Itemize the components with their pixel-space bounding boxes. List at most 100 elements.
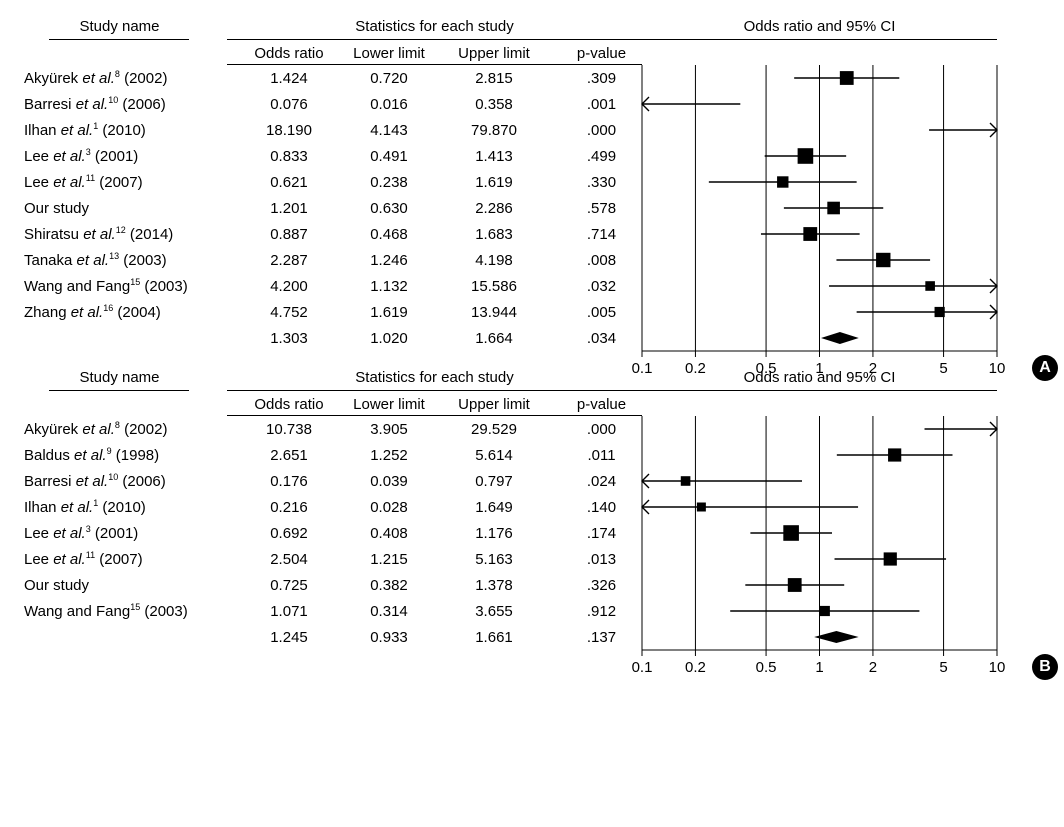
study-name: Barresi et al.10 (2006) xyxy=(12,95,239,113)
stat-cell: 0.382 xyxy=(339,577,439,594)
forest-panel: Study nameStatistics for each studyOdds … xyxy=(12,369,1052,650)
study-name: Akyürek et al.8 (2002) xyxy=(12,420,239,438)
stat-cell: 0.468 xyxy=(339,226,439,243)
stat-cell: .309 xyxy=(549,70,654,87)
stat-cell: .001 xyxy=(549,96,654,113)
svg-text:10: 10 xyxy=(989,659,1006,676)
col-header: Odds ratio xyxy=(239,396,339,415)
study-name: Lee et al.3 (2001) xyxy=(12,524,239,542)
col-header: Lower limit xyxy=(339,45,439,64)
stat-cell: .330 xyxy=(549,174,654,191)
subheader-row: Odds ratioLower limitUpper limitp-value xyxy=(12,391,1052,415)
study-name: Tanaka et al.13 (2003) xyxy=(12,251,239,269)
header-plot: Odds ratio and 95% CI xyxy=(642,18,997,39)
stat-cell: 5.163 xyxy=(439,551,549,568)
stat-cell: 0.621 xyxy=(239,174,339,191)
stat-cell: 0.216 xyxy=(239,499,339,516)
stat-cell: 1.201 xyxy=(239,200,339,217)
stat-cell: 0.887 xyxy=(239,226,339,243)
stat-cell: .000 xyxy=(549,122,654,139)
stat-cell: 0.314 xyxy=(339,603,439,620)
stat-cell: 2.286 xyxy=(439,200,549,217)
stat-cell: 1.303 xyxy=(239,330,339,347)
stat-cell: 0.039 xyxy=(339,473,439,490)
study-name: Lee et al.3 (2001) xyxy=(12,147,239,165)
forest-plot-svg: 0.10.20.512510 xyxy=(642,65,997,391)
svg-text:5: 5 xyxy=(939,659,947,676)
study-name: Wang and Fang15 (2003) xyxy=(12,602,239,620)
stat-cell: 0.797 xyxy=(439,473,549,490)
stat-cell: 1.245 xyxy=(239,629,339,646)
svg-text:0.2: 0.2 xyxy=(685,659,706,676)
stat-cell: 4.200 xyxy=(239,278,339,295)
stat-cell: .137 xyxy=(549,629,654,646)
stat-cell: 4.198 xyxy=(439,252,549,269)
col-header: p-value xyxy=(549,45,654,64)
study-name: Lee et al.11 (2007) xyxy=(12,550,239,568)
study-name: Barresi et al.10 (2006) xyxy=(12,472,239,490)
stat-cell: 0.491 xyxy=(339,148,439,165)
svg-text:0.5: 0.5 xyxy=(756,659,777,676)
stat-cell: 79.870 xyxy=(439,122,549,139)
forest-panel: Study nameStatistics for each studyOdds … xyxy=(12,18,1052,351)
stat-cell: 0.358 xyxy=(439,96,549,113)
stat-cell: 1.378 xyxy=(439,577,549,594)
stat-cell: 0.725 xyxy=(239,577,339,594)
stat-cell: .024 xyxy=(549,473,654,490)
stat-cell: 0.076 xyxy=(239,96,339,113)
stat-cell: 4.143 xyxy=(339,122,439,139)
stat-cell: 1.071 xyxy=(239,603,339,620)
forest-plot-svg: 0.10.20.512510 xyxy=(642,416,997,690)
stat-cell: .034 xyxy=(549,330,654,347)
svg-text:2: 2 xyxy=(869,659,877,676)
stat-cell: 1.132 xyxy=(339,278,439,295)
col-header: p-value xyxy=(549,396,654,415)
stat-cell: .578 xyxy=(549,200,654,217)
stat-cell: 1.661 xyxy=(439,629,549,646)
study-name: Wang and Fang15 (2003) xyxy=(12,277,239,295)
stat-cell: .032 xyxy=(549,278,654,295)
stat-cell: 1.664 xyxy=(439,330,549,347)
stat-cell: 1.649 xyxy=(439,499,549,516)
stat-cell: 0.630 xyxy=(339,200,439,217)
stat-cell: 1.215 xyxy=(339,551,439,568)
stat-cell: 0.720 xyxy=(339,70,439,87)
stat-cell: .912 xyxy=(549,603,654,620)
subheader-row: Odds ratioLower limitUpper limitp-value xyxy=(12,40,1052,64)
header-row: Study nameStatistics for each studyOdds … xyxy=(12,18,1052,39)
stat-cell: .174 xyxy=(549,525,654,542)
stat-cell: 1.176 xyxy=(439,525,549,542)
col-header: Odds ratio xyxy=(239,45,339,64)
header-stats: Statistics for each study xyxy=(227,369,642,390)
stat-cell: 2.651 xyxy=(239,447,339,464)
stat-cell: .499 xyxy=(549,148,654,165)
stat-cell: 1.619 xyxy=(439,174,549,191)
stat-cell: 0.692 xyxy=(239,525,339,542)
header-stats: Statistics for each study xyxy=(227,18,642,39)
stat-cell: .326 xyxy=(549,577,654,594)
study-name: Ilhan et al.1 (2010) xyxy=(12,498,239,516)
stat-cell: .005 xyxy=(549,304,654,321)
study-name: Our study xyxy=(12,200,239,217)
stat-cell: 4.752 xyxy=(239,304,339,321)
stat-cell: 2.287 xyxy=(239,252,339,269)
col-header: Upper limit xyxy=(439,396,549,415)
stat-cell: 29.529 xyxy=(439,421,549,438)
study-name: Shiratsu et al.12 (2014) xyxy=(12,225,239,243)
stat-cell: 1.246 xyxy=(339,252,439,269)
stat-cell: 0.238 xyxy=(339,174,439,191)
stat-cell: 1.252 xyxy=(339,447,439,464)
stat-cell: 18.190 xyxy=(239,122,339,139)
stat-cell: 1.424 xyxy=(239,70,339,87)
plot-overlay: 0.10.20.512510 xyxy=(642,65,997,396)
study-name: Ilhan et al.1 (2010) xyxy=(12,121,239,139)
header-study: Study name xyxy=(12,369,227,390)
stat-cell: 0.028 xyxy=(339,499,439,516)
stat-cell: 1.619 xyxy=(339,304,439,321)
stat-cell: 0.016 xyxy=(339,96,439,113)
header-row: Study nameStatistics for each studyOdds … xyxy=(12,369,1052,390)
stat-cell: 13.944 xyxy=(439,304,549,321)
col-header: Lower limit xyxy=(339,396,439,415)
stat-cell: .011 xyxy=(549,447,654,464)
stat-cell: 2.815 xyxy=(439,70,549,87)
